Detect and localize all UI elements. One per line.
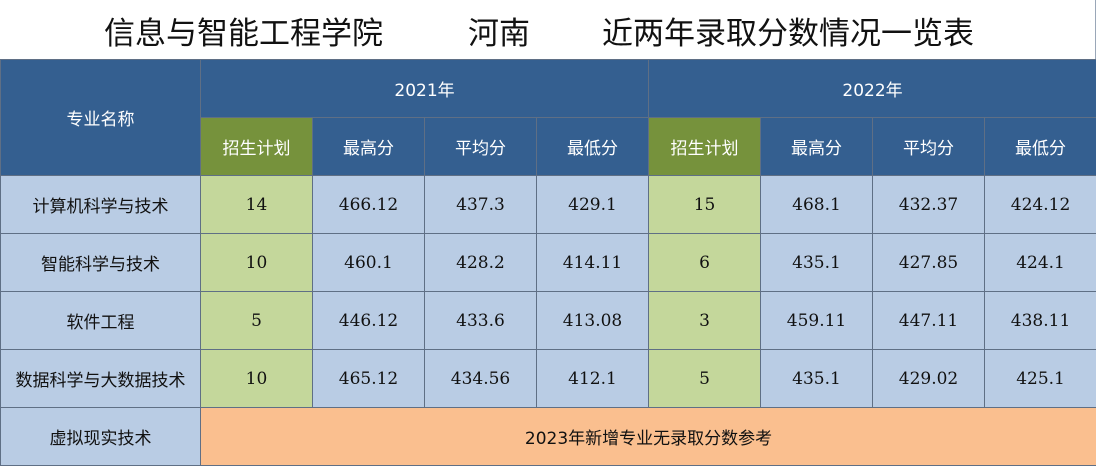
table-row: 数据科学与大数据技术 10 465.12 434.56 412.1 5 435.… [0, 349, 1096, 408]
avg-2022-cell: 447.11 [872, 291, 986, 350]
max-2022-cell: 435.1 [760, 233, 874, 292]
plan-2022-cell: 5 [648, 349, 762, 408]
header-2021-min: 最低分 [535, 117, 650, 176]
major-name-cell: 数据科学与大数据技术 [0, 349, 201, 408]
min-2022-cell: 424.12 [984, 175, 1096, 234]
header-year-2022: 2022年 [648, 59, 1096, 118]
max-2022-cell: 435.1 [760, 349, 874, 408]
plan-2021-cell: 10 [200, 233, 313, 292]
title-province: 河南 [468, 16, 530, 52]
avg-2022-cell: 429.02 [872, 349, 986, 408]
header-2021-plan: 招生计划 [200, 117, 313, 176]
header-2022-min: 最低分 [984, 117, 1096, 176]
min-2021-cell: 429.1 [535, 175, 650, 234]
max-2021-cell: 446.12 [312, 291, 425, 350]
plan-2021-cell: 14 [200, 175, 313, 234]
avg-2021-cell: 434.56 [424, 349, 537, 408]
table-row: 虚拟现实技术 2023年新增专业无录取分数参考 [0, 407, 1096, 466]
header-2021-max: 最高分 [312, 117, 425, 176]
header-2021-avg: 平均分 [424, 117, 537, 176]
max-2021-cell: 460.1 [312, 233, 425, 292]
min-2022-cell: 438.11 [984, 291, 1096, 350]
title-college: 信息与智能工程学院 [104, 16, 383, 52]
major-name-cell: 虚拟现实技术 [0, 407, 201, 466]
table-row: 软件工程 5 446.12 433.6 413.08 3 459.11 447.… [0, 291, 1096, 350]
scores-table: 专业名称 2021年 2022年 招生计划 最高分 平均分 最低分 招生计划 最… [0, 59, 1096, 466]
title-table-name: 近两年录取分数情况一览表 [602, 16, 974, 52]
major-name-cell: 智能科学与技术 [0, 233, 201, 292]
header-2022-max: 最高分 [760, 117, 874, 176]
max-2021-cell: 465.12 [312, 349, 425, 408]
header-year-2021: 2021年 [199, 59, 650, 118]
max-2021-cell: 466.12 [312, 175, 425, 234]
table-row: 计算机科学与技术 14 466.12 437.3 429.1 15 468.1 … [0, 175, 1096, 234]
max-2022-cell: 459.11 [760, 291, 874, 350]
table-row: 智能科学与技术 10 460.1 428.2 414.11 6 435.1 42… [0, 233, 1096, 292]
max-2022-cell: 468.1 [760, 175, 874, 234]
avg-2021-cell: 433.6 [424, 291, 537, 350]
min-2021-cell: 414.11 [535, 233, 650, 292]
new-major-note: 2023年新增专业无录取分数参考 [199, 407, 1096, 466]
header-2022-plan: 招生计划 [648, 117, 762, 176]
min-2022-cell: 425.1 [984, 349, 1096, 408]
plan-2022-cell: 3 [648, 291, 762, 350]
major-name-cell: 计算机科学与技术 [0, 175, 201, 234]
header-major-name: 专业名称 [0, 59, 201, 176]
page-title: 信息与智能工程学院 河南 近两年录取分数情况一览表 [0, 0, 1096, 60]
plan-2022-cell: 15 [648, 175, 762, 234]
plan-2021-cell: 10 [200, 349, 313, 408]
min-2021-cell: 412.1 [535, 349, 650, 408]
min-2022-cell: 424.1 [984, 233, 1096, 292]
min-2021-cell: 413.08 [535, 291, 650, 350]
plan-2022-cell: 6 [648, 233, 762, 292]
major-name-cell: 软件工程 [0, 291, 201, 350]
avg-2021-cell: 437.3 [424, 175, 537, 234]
avg-2022-cell: 432.37 [872, 175, 986, 234]
header-2022-avg: 平均分 [872, 117, 986, 176]
avg-2021-cell: 428.2 [424, 233, 537, 292]
plan-2021-cell: 5 [200, 291, 313, 350]
avg-2022-cell: 427.85 [872, 233, 986, 292]
